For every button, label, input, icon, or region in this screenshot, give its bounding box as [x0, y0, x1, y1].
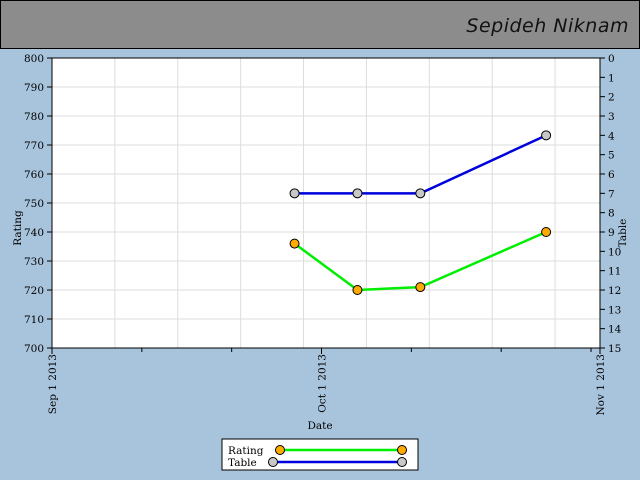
- y2-tick-label: 11: [608, 266, 621, 278]
- y-axis-title: Rating: [12, 210, 24, 246]
- legend-marker-rating: [397, 445, 407, 455]
- y2-tick-label: 1: [608, 72, 615, 84]
- data-point-rating: [352, 285, 363, 295]
- y-tick-label: 770: [24, 140, 44, 152]
- y-tick-label: 730: [24, 256, 44, 268]
- y2-tick-label: 7: [608, 188, 615, 200]
- x-tick-label: Oct 1 2013: [317, 354, 329, 413]
- y-tick-label: 720: [24, 285, 44, 297]
- plot-border: [51, 57, 601, 349]
- y2-tick-label: 3: [608, 111, 615, 123]
- y2-tick-label: 6: [608, 169, 615, 181]
- legend-marker-table: [268, 457, 278, 467]
- data-point-rating: [289, 238, 300, 249]
- y-tick-label: 710: [24, 314, 44, 326]
- legend-marker-rating: [275, 445, 285, 455]
- y2-tick-label: 12: [608, 285, 621, 297]
- y2-tick-label: 2: [608, 92, 615, 104]
- y-tick-label: 790: [24, 82, 44, 94]
- y2-tick-label: 4: [608, 130, 615, 142]
- data-point-table: [415, 188, 426, 199]
- y2-tick-label: 10: [608, 246, 621, 258]
- y2-tick-label: 0: [608, 53, 615, 65]
- legend-box: [221, 438, 419, 471]
- y-tick-label: 740: [24, 227, 44, 239]
- series-line-rating: [293, 230, 547, 292]
- y-tick-label: 780: [24, 111, 44, 123]
- y-tick-label: 750: [24, 198, 44, 210]
- data-point-table: [289, 188, 300, 199]
- legend-label-rating: Rating: [228, 445, 264, 457]
- y2-tick-label: 14: [608, 324, 622, 336]
- y-tick-label: 800: [24, 53, 44, 65]
- y-tick-label: 700: [24, 343, 44, 355]
- legend-label-table: Table: [228, 457, 257, 469]
- data-point-rating: [415, 282, 426, 293]
- y2-tick-label: 8: [608, 208, 615, 220]
- page-title: Sepideh Niknam: [466, 15, 629, 37]
- series-line-table: [294, 134, 547, 195]
- x-tick-label: Nov 1 2013: [595, 354, 607, 416]
- y2-tick-label: 15: [608, 343, 621, 355]
- x-tick-label: Sep 1 2013: [47, 354, 59, 414]
- y2-tick-label: 13: [608, 304, 621, 316]
- data-point-rating: [541, 227, 552, 237]
- y2-axis-title: Table: [617, 219, 629, 248]
- header-bar: Sepideh Niknam: [0, 0, 640, 49]
- data-point-table: [541, 130, 552, 141]
- legend-marker-table: [397, 457, 407, 467]
- y2-tick-label: 5: [608, 150, 615, 162]
- x-axis-title: Date: [307, 420, 332, 432]
- data-point-table: [352, 188, 363, 199]
- y2-tick-label: 9: [608, 227, 615, 239]
- y-tick-label: 760: [24, 169, 44, 181]
- legend: Rating Table: [221, 438, 419, 471]
